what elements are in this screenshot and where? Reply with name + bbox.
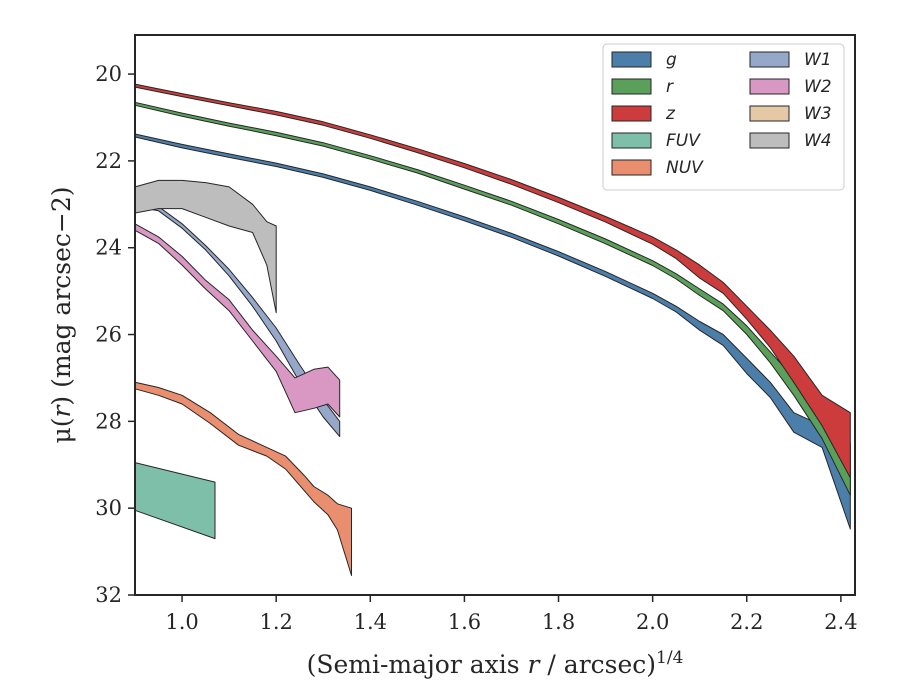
band-z bbox=[134, 83, 851, 479]
y-tick-label: 20 bbox=[95, 62, 122, 86]
x-tick-label: 1.0 bbox=[165, 610, 198, 634]
x-tick-label: 1.2 bbox=[259, 610, 292, 634]
legend-label-g: g bbox=[666, 50, 677, 70]
band-w4 bbox=[134, 179, 277, 314]
x-tick-label: 2.2 bbox=[730, 610, 763, 634]
legend-label-nuv: NUV bbox=[666, 158, 704, 178]
legend: grz FUV NUV W1 W2 W3 W4 bbox=[602, 43, 845, 191]
band-r bbox=[134, 101, 851, 496]
plot-bands bbox=[134, 83, 851, 576]
band-w1 bbox=[134, 201, 341, 438]
band-w2 bbox=[134, 223, 341, 418]
y-tick-label: 28 bbox=[95, 409, 122, 433]
plot-frame bbox=[134, 34, 856, 596]
legend-swatch-fuv bbox=[611, 132, 652, 149]
y-tick-label: 24 bbox=[95, 236, 122, 260]
legend-swatch-g bbox=[611, 51, 652, 68]
legend-label-w3: W3 bbox=[804, 104, 832, 124]
legend-label-w1: W1 bbox=[804, 50, 832, 70]
legend-swatch-w1 bbox=[749, 51, 790, 68]
x-tick-label: 1.6 bbox=[448, 610, 481, 634]
legend-label-z: z bbox=[665, 104, 676, 124]
band-nuv bbox=[134, 381, 352, 576]
legend-swatch-w3 bbox=[749, 105, 790, 122]
legend-label-w2: W2 bbox=[804, 77, 832, 97]
legend-swatch-w2 bbox=[749, 78, 790, 95]
band-fuv bbox=[134, 462, 216, 540]
legend-swatch-w4 bbox=[749, 132, 790, 149]
legend-label-r: r bbox=[666, 77, 674, 97]
legend-swatch-nuv bbox=[611, 159, 652, 176]
y-tick-label: 32 bbox=[95, 583, 122, 607]
y-tick-label: 30 bbox=[95, 496, 122, 520]
x-tick-label: 1.8 bbox=[542, 610, 575, 634]
x-tick-label: 1.4 bbox=[354, 610, 387, 634]
legend-label-fuv: FUV bbox=[666, 131, 701, 151]
band-g bbox=[134, 133, 851, 530]
legend-swatch-z bbox=[611, 105, 652, 122]
x-axis-ticks: 1.0 1.2 1.4 1.6 1.8 2.0 2.2 2.4 bbox=[165, 595, 858, 634]
y-tick-label: 26 bbox=[95, 323, 122, 347]
x-tick-label: 2.4 bbox=[824, 610, 857, 634]
y-axis-ticks: 20 22 24 26 28 30 32 bbox=[95, 62, 135, 607]
y-axis-label: μ(r) (mag arcsec−2) bbox=[47, 186, 76, 443]
x-axis-label: (Semi-major axis r / arcsec)1/4 bbox=[307, 648, 684, 679]
legend-swatch-r bbox=[611, 78, 652, 95]
x-tick-label: 2.0 bbox=[636, 610, 669, 634]
y-tick-label: 22 bbox=[95, 149, 122, 173]
legend-label-w4: W4 bbox=[804, 131, 832, 151]
